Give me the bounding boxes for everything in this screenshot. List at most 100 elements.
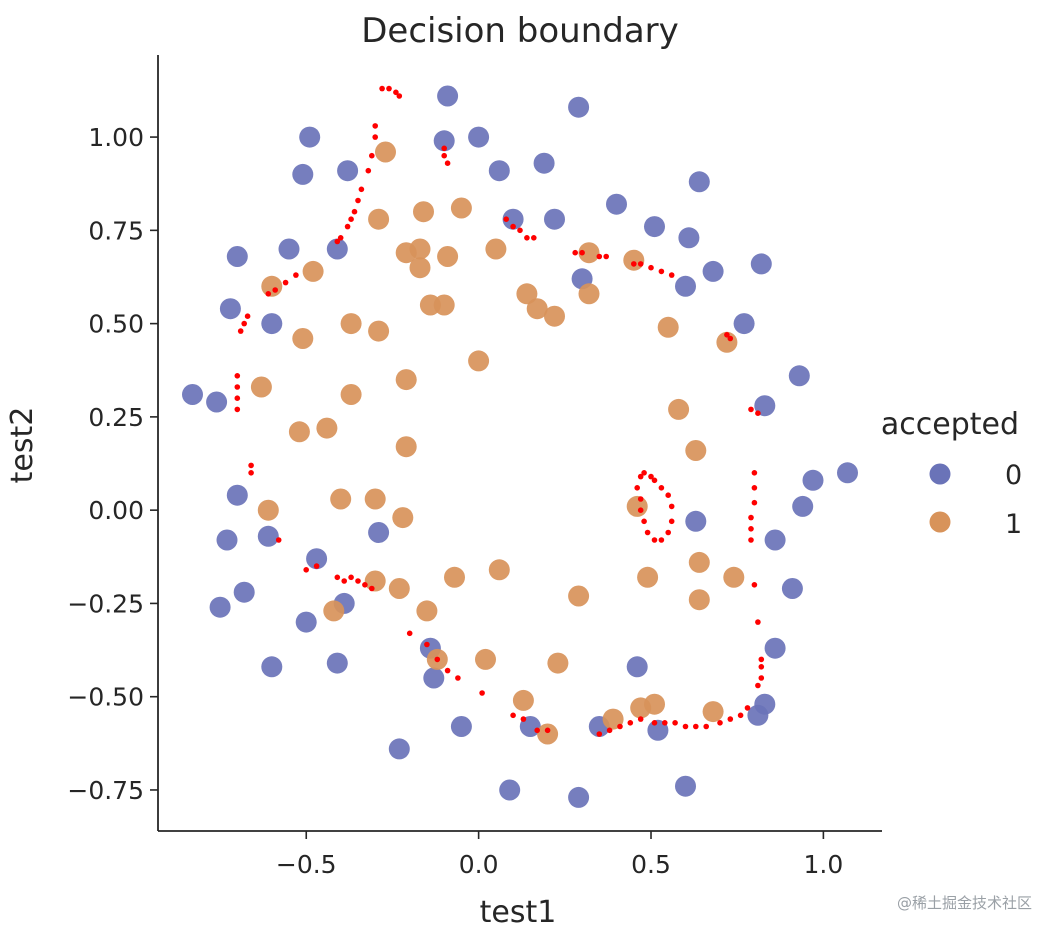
point-class-1-47 <box>568 585 590 607</box>
point-class-0-31 <box>792 495 814 517</box>
point-class-1-39 <box>488 559 510 581</box>
point-class-1-8 <box>409 257 431 279</box>
point-class-0-40 <box>209 596 231 618</box>
x-tick-label-1: 0.0 <box>459 850 499 879</box>
y-ticks: 1.00 0.75 0.50 0.25 0.00 −0.25 −0.50 −0.75 <box>67 123 158 805</box>
point-class-0-2 <box>299 126 321 148</box>
y-tick-label-7: −0.75 <box>67 776 144 805</box>
point-class-0-34 <box>764 529 786 551</box>
boundary-point-16 <box>441 152 448 159</box>
point-class-0-16 <box>278 238 300 260</box>
point-class-1-26 <box>250 376 272 398</box>
boundary-point-45 <box>748 406 754 413</box>
y-tick-label-0: 1.00 <box>88 123 144 152</box>
boundary-point-103 <box>658 537 665 543</box>
boundary-point-49 <box>751 470 758 476</box>
point-class-0-3 <box>433 130 455 152</box>
point-class-1-1 <box>368 208 390 230</box>
point-class-1-35 <box>257 499 279 521</box>
boundary-point-65 <box>703 723 709 730</box>
boundary-point-14 <box>334 238 341 245</box>
boundary-point-97 <box>651 477 658 484</box>
boundary-point-56 <box>755 619 761 625</box>
boundary-point-25 <box>596 253 603 260</box>
boundary-point-89 <box>348 574 354 581</box>
point-class-1-12 <box>623 249 645 271</box>
boundary-point-34 <box>272 287 279 293</box>
point-class-0-56 <box>388 738 410 760</box>
boundary-point-50 <box>751 485 758 491</box>
boundary-point-52 <box>748 514 754 521</box>
point-class-0-29 <box>837 462 858 484</box>
point-class-1-28 <box>668 398 690 420</box>
boundary-point-41 <box>234 373 241 379</box>
x-axis-label: test1 <box>480 895 557 930</box>
boundary-point-37 <box>241 320 247 327</box>
legend-title: accepted <box>881 407 1019 442</box>
point-class-1-7 <box>437 246 459 267</box>
y-tick-label-4: 0.00 <box>88 496 144 525</box>
boundary-point-7 <box>365 167 372 174</box>
boundary-point-67 <box>682 723 689 730</box>
boundary-point-23 <box>572 249 578 256</box>
boundary-point-54 <box>748 537 754 543</box>
boundary-point-99 <box>665 492 671 499</box>
point-class-1-45 <box>323 600 345 622</box>
point-class-1-9 <box>302 260 324 282</box>
y-tick-label-6: −0.50 <box>67 683 144 712</box>
boundary-point-24 <box>579 249 585 256</box>
boundary-point-93 <box>313 563 320 569</box>
boundary-point-107 <box>637 507 644 513</box>
boundary-point-109 <box>634 485 640 491</box>
point-class-0-14 <box>678 227 700 249</box>
point-class-1-21 <box>368 320 390 342</box>
point-class-0-7 <box>488 160 510 182</box>
point-class-0-24 <box>733 313 755 335</box>
legend-marker-1 <box>929 511 951 533</box>
point-class-0-30 <box>802 469 824 491</box>
point-class-1-18 <box>544 305 565 327</box>
points-layer <box>182 85 858 808</box>
point-class-1-19 <box>340 313 362 335</box>
point-class-1-27 <box>340 384 362 405</box>
point-class-0-1 <box>568 96 590 118</box>
boundary-point-80 <box>479 690 485 696</box>
point-class-0-18 <box>750 253 772 275</box>
point-class-1-29 <box>288 421 310 443</box>
boundary-point-8 <box>358 186 365 193</box>
boundary-point-86 <box>369 585 375 592</box>
boundary-point-92 <box>303 567 310 573</box>
point-class-0-59 <box>675 775 696 797</box>
legend-marker-0 <box>929 463 951 485</box>
boundary-point-66 <box>693 723 699 730</box>
point-class-1-31 <box>395 436 417 458</box>
point-class-1-44 <box>723 566 745 588</box>
boundary-point-53 <box>748 526 754 532</box>
point-class-0-33 <box>685 510 707 532</box>
boundary-point-59 <box>758 675 765 681</box>
boundary-point-90 <box>341 578 348 584</box>
boundary-point-19 <box>510 223 516 230</box>
boundary-point-108 <box>637 496 644 502</box>
boundary-point-38 <box>237 328 244 334</box>
boundary-point-27 <box>631 261 637 267</box>
y-axis-label: test2 <box>5 407 40 484</box>
point-class-0-15 <box>326 238 348 260</box>
boundary-point-85 <box>406 630 413 637</box>
boundary-point-76 <box>544 727 551 734</box>
point-class-0-8 <box>533 152 555 174</box>
point-class-1-34 <box>364 488 386 510</box>
point-class-1-20 <box>657 316 679 338</box>
x-tick-label-2: 0.5 <box>631 850 671 879</box>
boundary-point-105 <box>644 529 651 536</box>
boundary-point-101 <box>668 518 675 525</box>
point-class-1-32 <box>685 440 707 461</box>
x-tick-label-0: −0.5 <box>276 850 337 879</box>
boundary-point-84 <box>424 641 430 648</box>
point-class-1-50 <box>475 648 496 670</box>
point-class-0-13 <box>644 216 665 238</box>
boundary-point-70 <box>651 720 658 726</box>
boundary-point-20 <box>517 227 523 234</box>
boundary-point-4 <box>372 123 379 129</box>
point-class-1-30 <box>316 417 338 439</box>
